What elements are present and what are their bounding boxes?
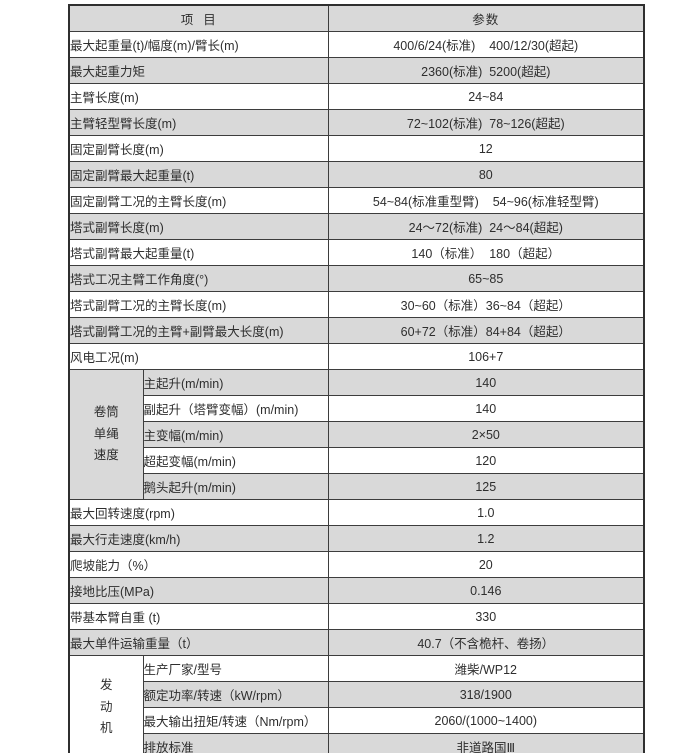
table-row: 风电工况(m) 106+7 <box>68 343 645 370</box>
table-row: 爬坡能力（%） 20 <box>68 551 645 578</box>
row-value: 400/6/24(标准) 400/12/30(超起) <box>327 31 645 58</box>
table-row: 塔式副臂工况的主臂+副臂最大长度(m) 60+72（标准）84+84（超起） <box>68 317 645 344</box>
winch-group-label: 卷筒 单绳 速度 <box>68 369 144 500</box>
row-label: 主臂轻型臂长度(m) <box>68 109 329 136</box>
row-value: 330 <box>327 603 645 630</box>
row-value: 40.7（不含桅杆、卷扬） <box>327 629 645 656</box>
row-label: 带基本臂自重 (t) <box>68 603 329 630</box>
row-label: 接地比压(MPa) <box>68 577 329 604</box>
spec-table: 项 目 参数 最大起重量(t)/幅度(m)/臂长(m) 400/6/24(标准)… <box>68 4 646 753</box>
table-row: 最大回转速度(rpm) 1.0 <box>68 499 645 526</box>
header-param-cell: 参数 <box>327 4 645 32</box>
row-value: 24~84 <box>327 83 645 110</box>
row-label: 最大起重力矩 <box>68 57 329 84</box>
table-row: 接地比压(MPa) 0.146 <box>68 577 645 604</box>
table-row: 固定副臂长度(m) 12 <box>68 135 645 162</box>
row-label: 额定功率/转速（kW/rpm） <box>142 681 329 708</box>
row-value: 2060/(1000~1400) <box>327 707 645 734</box>
row-label: 最大行走速度(km/h) <box>68 525 329 552</box>
table-row: 最大起重量(t)/幅度(m)/臂长(m) 400/6/24(标准) 400/12… <box>68 31 645 58</box>
row-label: 排放标准 <box>142 733 329 753</box>
row-value: 潍柴/WP12 <box>327 655 645 682</box>
table-row: 最大起重力矩 2360(标准) 5200(超起) <box>68 57 645 84</box>
table-row: 排放标准 非道路国Ⅲ <box>69 733 645 753</box>
table-row: 额定功率/转速（kW/rpm） 318/1900 <box>69 681 645 708</box>
row-value: 非道路国Ⅲ <box>327 733 645 753</box>
row-label: 最大单件运输重量（t） <box>68 629 329 656</box>
table-row: 最大行走速度(km/h) 1.2 <box>68 525 645 552</box>
row-value: 106+7 <box>327 343 645 370</box>
row-value: 72~102(标准) 78~126(超起) <box>327 109 645 136</box>
table-row: 塔式副臂最大起重量(t) 140（标准） 180（超起） <box>68 239 645 266</box>
row-label: 最大起重量(t)/幅度(m)/臂长(m) <box>68 31 329 58</box>
row-label: 鹅头起升(m/min) <box>142 473 329 500</box>
row-label: 主臂长度(m) <box>68 83 329 110</box>
row-value: 1.0 <box>327 499 645 526</box>
header-row: 项 目 参数 <box>68 4 645 32</box>
table-row: 固定副臂最大起重量(t) 80 <box>68 161 645 188</box>
row-label: 爬坡能力（%） <box>68 551 329 578</box>
row-label: 固定副臂工况的主臂长度(m) <box>68 187 329 214</box>
table-row: 副起升（塔臂变幅）(m/min) 140 <box>69 395 645 422</box>
row-label: 塔式工况主臂工作角度(°) <box>68 265 329 292</box>
table-row: 发 动 机 生产厂家/型号 潍柴/WP12 <box>68 655 645 753</box>
row-label: 主变幅(m/min) <box>142 421 329 448</box>
row-label: 生产厂家/型号 <box>142 655 329 682</box>
row-value: 140（标准） 180（超起） <box>327 239 645 266</box>
table-row: 主变幅(m/min) 2×50 <box>69 421 645 448</box>
table-row: 超起变幅(m/min) 120 <box>69 447 645 474</box>
table-row: 鹅头起升(m/min) 125 <box>69 473 645 500</box>
row-label: 塔式副臂工况的主臂长度(m) <box>68 291 329 318</box>
row-label: 最大输出扭矩/转速（Nm/rpm） <box>142 707 329 734</box>
table-row: 主臂轻型臂长度(m) 72~102(标准) 78~126(超起) <box>68 109 645 136</box>
row-label: 主起升(m/min) <box>142 369 329 396</box>
row-value: 0.146 <box>327 577 645 604</box>
row-label: 风电工况(m) <box>68 343 329 370</box>
row-value: 140 <box>327 395 645 422</box>
row-label: 塔式副臂工况的主臂+副臂最大长度(m) <box>68 317 329 344</box>
table-row: 带基本臂自重 (t) 330 <box>68 603 645 630</box>
table-row: 最大输出扭矩/转速（Nm/rpm） 2060/(1000~1400) <box>69 707 645 734</box>
row-value: 24～72(标准) 24～84(超起) <box>327 213 645 240</box>
table-row: 最大单件运输重量（t） 40.7（不含桅杆、卷扬） <box>68 629 645 656</box>
row-label: 固定副臂最大起重量(t) <box>68 161 329 188</box>
row-value: 20 <box>327 551 645 578</box>
table-row: 主臂长度(m) 24~84 <box>68 83 645 110</box>
row-label: 塔式副臂最大起重量(t) <box>68 239 329 266</box>
table-row: 塔式副臂长度(m) 24～72(标准) 24～84(超起) <box>68 213 645 240</box>
row-value: 60+72（标准）84+84（超起） <box>327 317 645 344</box>
row-value: 140 <box>327 369 645 396</box>
row-value: 80 <box>327 161 645 188</box>
table-row: 卷筒 单绳 速度 主起升(m/min) 140 <box>68 369 645 500</box>
row-value: 30~60（标准）36~84（超起） <box>327 291 645 318</box>
row-value: 2360(标准) 5200(超起) <box>327 57 645 84</box>
table-row: 塔式工况主臂工作角度(°) 65~85 <box>68 265 645 292</box>
engine-group-label: 发 动 机 <box>68 655 144 753</box>
table-row: 固定副臂工况的主臂长度(m) 54~84(标准重型臂) 54~96(标准轻型臂) <box>68 187 645 214</box>
row-label: 副起升（塔臂变幅）(m/min) <box>142 395 329 422</box>
row-value: 1.2 <box>327 525 645 552</box>
row-value: 54~84(标准重型臂) 54~96(标准轻型臂) <box>327 187 645 214</box>
row-value: 125 <box>327 473 645 500</box>
row-label: 最大回转速度(rpm) <box>68 499 329 526</box>
row-value: 12 <box>327 135 645 162</box>
row-value: 120 <box>327 447 645 474</box>
row-label: 固定副臂长度(m) <box>68 135 329 162</box>
table-row: 塔式副臂工况的主臂长度(m) 30~60（标准）36~84（超起） <box>68 291 645 318</box>
row-label: 超起变幅(m/min) <box>142 447 329 474</box>
row-value: 318/1900 <box>327 681 645 708</box>
row-label: 塔式副臂长度(m) <box>68 213 329 240</box>
header-item-cell: 项 目 <box>68 4 329 32</box>
row-value: 65~85 <box>327 265 645 292</box>
row-value: 2×50 <box>327 421 645 448</box>
